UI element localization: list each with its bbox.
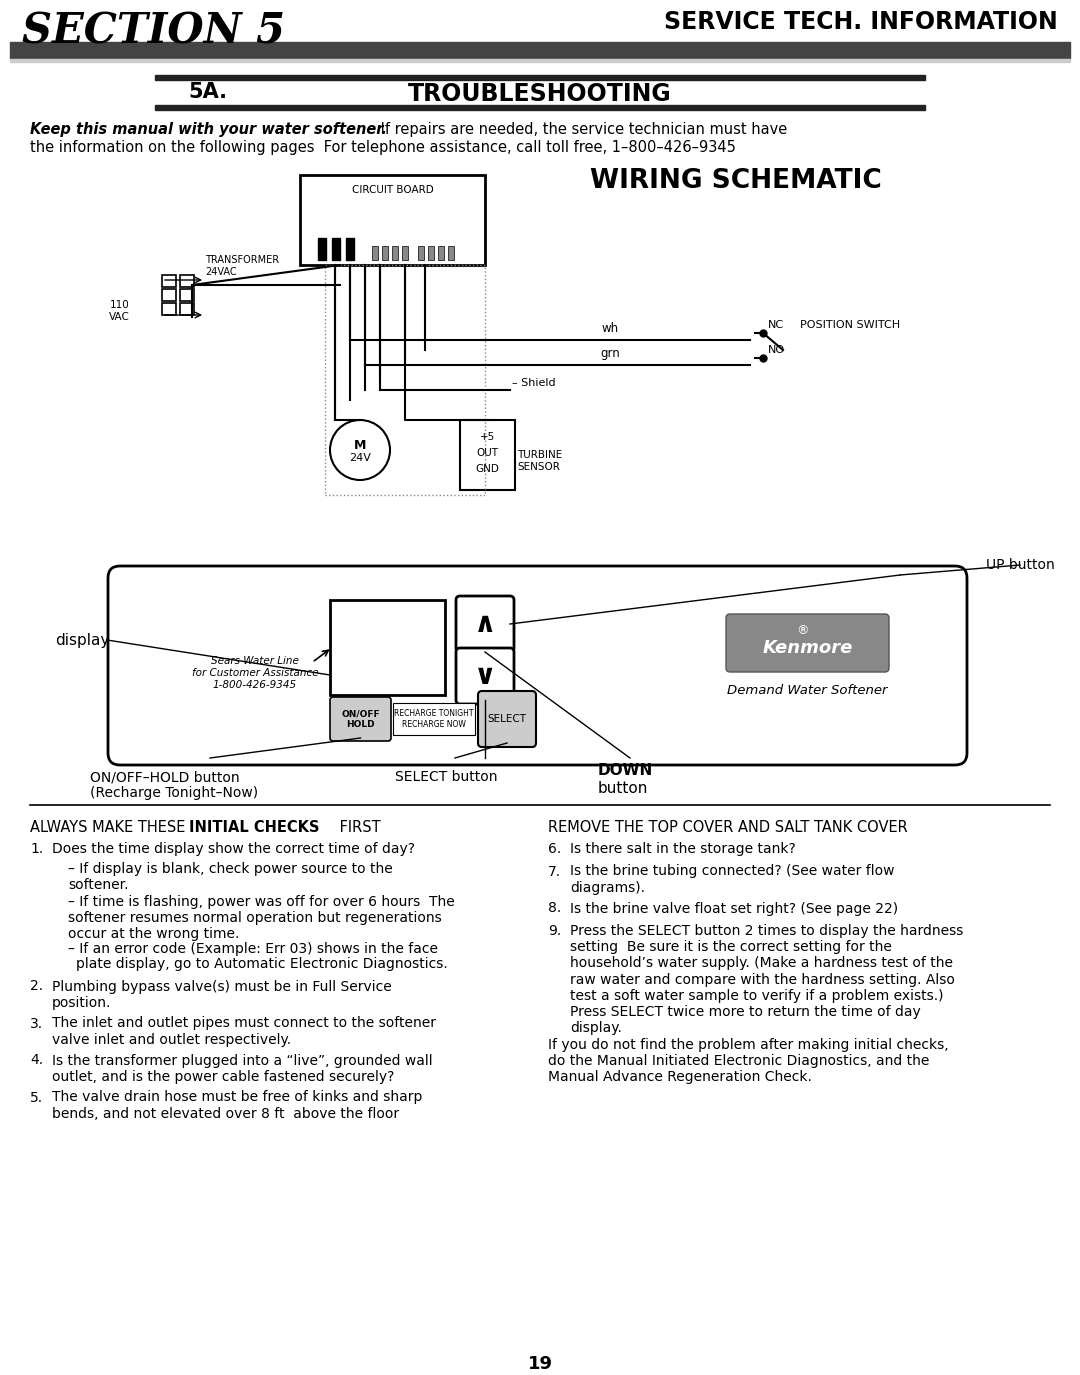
Text: 1.: 1.: [30, 842, 43, 857]
Bar: [372, 246, 378, 260]
Bar: [402, 246, 408, 260]
Text: M: M: [354, 439, 366, 451]
Text: Does the time display show the correct time of day?: Does the time display show the correct t…: [52, 842, 415, 857]
Bar: [418, 246, 424, 260]
Text: UP button: UP button: [986, 558, 1055, 572]
Text: Is the brine valve float set right? (See page 22): Is the brine valve float set right? (See…: [570, 902, 899, 916]
Bar: [448, 246, 454, 260]
Text: TURBINE
SENSOR: TURBINE SENSOR: [517, 450, 563, 472]
Text: NO: NO: [768, 345, 785, 355]
Text: GND: GND: [475, 463, 499, 474]
Text: POSITION SWITCH: POSITION SWITCH: [800, 320, 900, 330]
Text: 19: 19: [527, 1354, 553, 1374]
Text: 5A.: 5A.: [188, 82, 227, 102]
Bar: [162, 289, 176, 301]
Bar: [180, 289, 194, 301]
Text: wh: wh: [602, 322, 619, 336]
Text: DOWN: DOWN: [598, 763, 653, 778]
Text: ∧: ∧: [474, 610, 496, 638]
Text: 4.: 4.: [30, 1053, 43, 1067]
Text: grn: grn: [600, 346, 620, 360]
Text: If repairs are needed, the service technician must have: If repairs are needed, the service techn…: [376, 122, 787, 138]
Text: INITIAL CHECKS: INITIAL CHECKS: [189, 820, 320, 835]
Text: button: button: [598, 781, 648, 796]
Text: SECTION 5: SECTION 5: [22, 10, 285, 52]
Text: Demand Water Softener: Demand Water Softener: [727, 683, 888, 697]
Text: SELECT: SELECT: [487, 714, 527, 725]
Text: ∨: ∨: [474, 661, 496, 690]
Text: FIRST: FIRST: [335, 820, 380, 835]
Text: 110
VAC: 110 VAC: [109, 300, 130, 322]
Text: WIRING SCHEMATIC: WIRING SCHEMATIC: [590, 168, 881, 194]
FancyBboxPatch shape: [108, 566, 967, 765]
Text: Plumbing bypass valve(s) must be in Full Service
position.: Plumbing bypass valve(s) must be in Full…: [52, 979, 392, 1009]
Text: Keep this manual with your water softener.: Keep this manual with your water softene…: [30, 122, 387, 138]
Text: CIRCUIT BOARD: CIRCUIT BOARD: [352, 186, 433, 195]
Text: SERVICE TECH. INFORMATION: SERVICE TECH. INFORMATION: [664, 10, 1058, 34]
Text: ON/OFF
HOLD: ON/OFF HOLD: [341, 710, 380, 729]
Bar: [156, 76, 924, 80]
FancyBboxPatch shape: [456, 595, 514, 652]
Text: ON/OFF–HOLD button
(Recharge Tonight–Now): ON/OFF–HOLD button (Recharge Tonight–Now…: [90, 770, 258, 800]
Text: Kenmore: Kenmore: [762, 639, 853, 657]
Text: – If an error code (Example: Err 03) shows in the face: – If an error code (Example: Err 03) sho…: [68, 942, 438, 957]
Text: The inlet and outlet pipes must connect to the softener
valve inlet and outlet r: The inlet and outlet pipes must connect …: [52, 1016, 436, 1046]
Bar: [438, 246, 444, 260]
Text: Is the transformer plugged into a “live”, grounded wall
outlet, and is the power: Is the transformer plugged into a “live”…: [52, 1053, 433, 1084]
Bar: [393, 703, 475, 736]
Bar: [428, 246, 434, 260]
FancyBboxPatch shape: [456, 648, 514, 704]
Bar: [346, 238, 354, 260]
Text: 8.: 8.: [548, 902, 562, 916]
Text: 2.: 2.: [30, 979, 43, 994]
Bar: [10, 43, 1070, 58]
Text: – Shield: – Shield: [512, 378, 555, 388]
Bar: [330, 600, 445, 694]
Bar: [300, 175, 485, 265]
Bar: [332, 238, 340, 260]
FancyBboxPatch shape: [478, 692, 536, 747]
Text: If you do not find the problem after making initial checks,
do the Manual Initia: If you do not find the problem after mak…: [548, 1038, 948, 1084]
Text: SELECT button: SELECT button: [395, 770, 498, 784]
Text: 5.: 5.: [30, 1090, 43, 1104]
Text: the information on the following pages  For telephone assistance, call toll free: the information on the following pages F…: [30, 140, 735, 155]
Text: ®: ®: [796, 624, 809, 638]
Bar: [162, 302, 176, 315]
FancyBboxPatch shape: [330, 697, 391, 741]
Text: Is there salt in the storage tank?: Is there salt in the storage tank?: [570, 842, 796, 857]
FancyBboxPatch shape: [726, 615, 889, 672]
Bar: [318, 238, 326, 260]
Text: plate display, go to Automatic Electronic Diagnostics.: plate display, go to Automatic Electroni…: [76, 957, 448, 971]
Text: OUT: OUT: [476, 448, 499, 458]
Text: 24V: 24V: [349, 452, 370, 463]
Text: ALWAYS MAKE THESE: ALWAYS MAKE THESE: [30, 820, 190, 835]
Bar: [162, 275, 176, 287]
Text: Press the SELECT button 2 times to display the hardness
setting  Be sure it is t: Press the SELECT button 2 times to displ…: [570, 924, 963, 1035]
Bar: [392, 246, 399, 260]
Text: display: display: [55, 632, 109, 648]
Bar: [180, 302, 194, 315]
Text: TRANSFORMER
24VAC: TRANSFORMER 24VAC: [205, 254, 279, 276]
Text: – If time is flashing, power was off for over 6 hours  The
softener resumes norm: – If time is flashing, power was off for…: [68, 895, 455, 942]
Bar: [460, 419, 515, 490]
Text: NC: NC: [768, 320, 784, 330]
Bar: [325, 265, 485, 495]
Text: REMOVE THE TOP COVER AND SALT TANK COVER: REMOVE THE TOP COVER AND SALT TANK COVER: [548, 820, 908, 835]
Text: Is the brine tubing connected? (See water flow
diagrams).: Is the brine tubing connected? (See wate…: [570, 865, 894, 895]
Text: TROUBLESHOOTING: TROUBLESHOOTING: [408, 82, 672, 106]
Text: The valve drain hose must be free of kinks and sharp
bends, and not elevated ove: The valve drain hose must be free of kin…: [52, 1090, 422, 1121]
Bar: [156, 104, 924, 110]
Text: – If display is blank, check power source to the
softener.: – If display is blank, check power sourc…: [68, 862, 393, 892]
Bar: [10, 59, 1070, 62]
Bar: [180, 275, 194, 287]
Text: +5: +5: [480, 432, 495, 441]
Text: Sears Water Line
for Customer Assistance
1-800-426-9345: Sears Water Line for Customer Assistance…: [191, 656, 319, 690]
Text: 7.: 7.: [548, 865, 562, 879]
Text: 9.: 9.: [548, 924, 562, 938]
Text: RECHARGE TONIGHT
RECHARGE NOW: RECHARGE TONIGHT RECHARGE NOW: [394, 710, 474, 729]
Text: 3.: 3.: [30, 1016, 43, 1030]
Bar: [382, 246, 388, 260]
Text: 6.: 6.: [548, 842, 562, 857]
